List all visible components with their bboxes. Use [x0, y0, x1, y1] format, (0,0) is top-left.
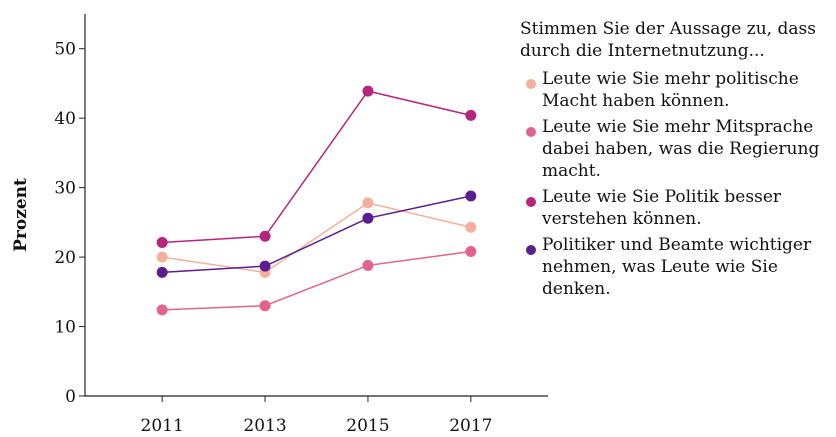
data-point [362, 259, 374, 271]
y-tick-label: 50 [54, 40, 76, 60]
y-tick-label: 0 [65, 387, 76, 407]
legend-item: Leute wie Sie mehr politische Macht habe… [520, 68, 826, 112]
x-tick-label: 2015 [346, 416, 389, 436]
series-line [162, 202, 472, 274]
legend-swatch [526, 127, 536, 137]
data-point [259, 260, 271, 272]
data-point [362, 197, 374, 209]
legend-label: Leute wie Sie mehr Mitsprache dabei habe… [542, 117, 820, 181]
data-point [259, 230, 271, 242]
data-point [465, 109, 477, 121]
x-tick-label: 2013 [243, 416, 286, 436]
legend-swatch [526, 79, 536, 89]
data-point [156, 304, 168, 316]
data-point [362, 212, 374, 224]
series-line [162, 250, 471, 311]
data-point [465, 246, 477, 258]
x-tick-label: 2017 [449, 416, 492, 436]
legend: Stimmen Sie der Aussage zu, dass durch d… [520, 18, 832, 304]
data-point [156, 237, 168, 249]
data-point [465, 221, 477, 233]
legend-title: Stimmen Sie der Aussage zu, dass durch d… [520, 19, 816, 61]
y-tick-label: 20 [54, 248, 76, 268]
series-line [162, 195, 471, 274]
legend-swatch [526, 197, 536, 207]
y-tick-label: 10 [54, 318, 76, 338]
y-tick-label: 40 [54, 109, 76, 129]
data-point [465, 190, 477, 202]
y-axis-label: Prozent [11, 178, 31, 252]
x-tick-label: 2011 [141, 416, 184, 436]
legend-item: Politiker und Beamte wichtiger nehmen, w… [520, 234, 826, 300]
data-point [259, 300, 271, 312]
legend-label: Leute wie Sie mehr politische Macht habe… [542, 69, 799, 111]
legend-swatch [526, 245, 536, 255]
y-tick-label: 30 [54, 179, 76, 199]
legend-label: Leute wie Sie Politik besser verstehen k… [542, 187, 782, 229]
data-point [156, 266, 168, 278]
data-point [156, 251, 168, 263]
legend-item: Leute wie Sie mehr Mitsprache dabei habe… [520, 116, 826, 182]
data-point [362, 85, 374, 97]
legend-label: Politiker und Beamte wichtiger nehmen, w… [542, 235, 812, 299]
legend-item: Leute wie Sie Politik besser verstehen k… [520, 186, 826, 230]
series-line [162, 90, 472, 244]
